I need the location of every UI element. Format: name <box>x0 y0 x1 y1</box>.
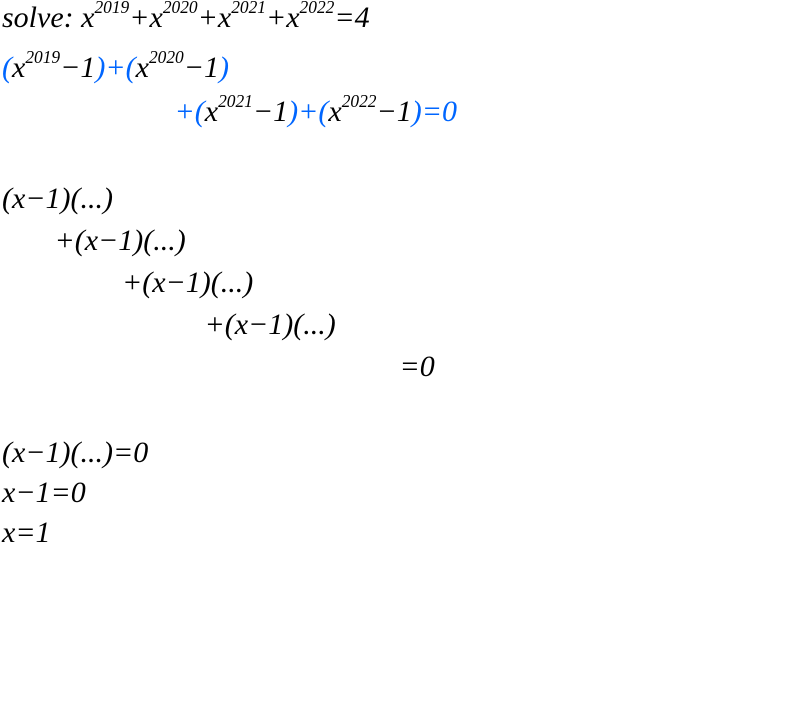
expansion-line-1: (x2019−1)+(x2020−1) <box>0 52 800 96</box>
plus-blue-1: + <box>105 51 125 84</box>
solution-line-3: x=1 <box>0 518 800 558</box>
problem-line: solve: x2019+x2020+x2021+x2022=4 <box>0 2 800 52</box>
expansion-line-2: +(x2021−1)+(x2022−1)=0 <box>0 96 800 140</box>
plus-2: + <box>198 1 218 34</box>
paren-open-1: ( <box>2 51 12 84</box>
plus-1: + <box>129 1 149 34</box>
paren-open-3: ( <box>195 95 205 128</box>
paren-close-3: ) <box>288 95 298 128</box>
term-1: x2019 <box>81 1 129 34</box>
solution-line-2: x−1=0 <box>0 478 800 518</box>
paren-open-4: ( <box>318 95 328 128</box>
paren-close-2: ) <box>219 51 229 84</box>
term-4: x2022 <box>286 1 334 34</box>
paren-close-1: ) <box>95 51 105 84</box>
inner-1: x2019−1 <box>12 51 95 84</box>
solution-line-1: (x−1)(...)=0 <box>0 438 800 478</box>
term-2: x2020 <box>150 1 198 34</box>
factor-line-4: +(x−1)(...) <box>0 310 800 352</box>
blank-gap-1 <box>0 140 800 184</box>
plus-3: + <box>266 1 286 34</box>
rhs: =4 <box>334 1 369 34</box>
term-3: x2021 <box>218 1 266 34</box>
inner-4: x2022−1 <box>328 95 411 128</box>
eq-zero-blue: =0 <box>422 95 457 128</box>
factor-line-2: +(x−1)(...) <box>0 226 800 268</box>
factor-line-1: (x−1)(...) <box>0 184 800 226</box>
factor-line-3: +(x−1)(...) <box>0 268 800 310</box>
lead-space-2 <box>2 95 175 128</box>
plus-blue-2: + <box>175 95 195 128</box>
inner-3: x2021−1 <box>205 95 288 128</box>
blank-gap-2 <box>0 394 800 438</box>
solve-prefix: solve: <box>2 1 81 34</box>
paren-open-2: ( <box>126 51 136 84</box>
plus-blue-3: + <box>298 95 318 128</box>
paren-close-4: ) <box>412 95 422 128</box>
inner-2: x2020−1 <box>136 51 219 84</box>
factor-line-5: =0 <box>0 352 800 394</box>
